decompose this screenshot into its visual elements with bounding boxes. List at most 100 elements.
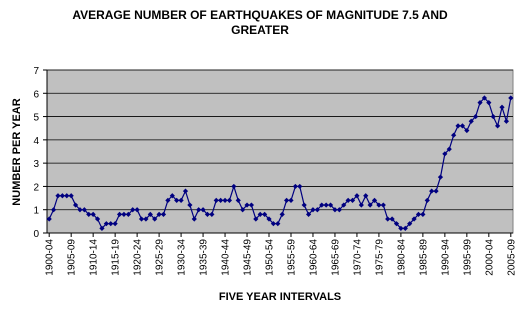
data-marker	[455, 123, 461, 129]
data-marker	[86, 211, 92, 217]
data-marker	[398, 225, 404, 231]
data-marker	[415, 211, 422, 217]
data-marker	[81, 207, 87, 213]
data-marker	[270, 221, 277, 227]
data-marker	[376, 202, 382, 208]
data-marker	[508, 95, 514, 101]
data-marker	[310, 207, 316, 213]
data-marker	[143, 216, 149, 222]
x-tick-label: 1915-19	[111, 239, 122, 276]
data-marker	[411, 216, 417, 222]
data-marker	[213, 197, 219, 203]
data-marker	[358, 202, 364, 208]
y-tick-label: 6	[33, 89, 39, 100]
data-marker	[125, 211, 131, 217]
y-axis-title: NUMBER PER YEAR	[11, 98, 23, 205]
data-marker	[191, 216, 197, 222]
x-axis-title: FIVE YEAR INTERVALS	[219, 291, 341, 303]
x-tick-label: 1945-49	[243, 239, 254, 276]
data-marker	[50, 207, 57, 213]
data-marker	[288, 197, 294, 203]
data-marker	[182, 188, 189, 194]
data-marker	[244, 202, 250, 208]
x-tick-label: 1970-74	[352, 239, 363, 276]
data-marker	[305, 211, 312, 217]
data-marker	[68, 193, 74, 199]
data-marker	[266, 216, 272, 222]
x-tick-label: 1910-14	[89, 239, 100, 276]
x-tick-label: 1900-04	[45, 239, 56, 276]
x-tick-label: 1980-84	[396, 239, 407, 276]
data-marker	[459, 123, 466, 129]
data-marker	[108, 221, 114, 227]
data-marker	[345, 197, 351, 203]
data-marker	[468, 118, 474, 124]
data-marker	[499, 104, 505, 110]
data-marker	[446, 146, 452, 152]
data-marker	[283, 197, 290, 203]
data-marker	[442, 151, 448, 157]
data-marker	[424, 197, 430, 203]
data-marker	[209, 211, 215, 217]
data-marker	[138, 216, 145, 222]
data-marker	[367, 202, 373, 208]
data-marker	[218, 197, 224, 203]
data-marker	[77, 207, 83, 213]
data-marker	[94, 216, 101, 222]
data-marker	[407, 221, 413, 227]
x-tick-label: 1975-79	[374, 239, 385, 276]
data-marker	[248, 202, 255, 208]
x-tick-label: 1955-59	[286, 239, 297, 276]
y-tick-label: 4	[33, 136, 39, 147]
x-tick-label: 1940-44	[221, 239, 232, 276]
data-marker	[393, 221, 400, 227]
chart-title: AVERAGE NUMBER OF EARTHQUAKES OF MAGNITU…	[72, 8, 448, 37]
x-tick-label: 2000-04	[484, 239, 495, 276]
data-marker	[72, 202, 79, 208]
data-marker	[371, 197, 378, 203]
y-tick-label: 5	[33, 113, 39, 124]
data-marker	[222, 197, 228, 203]
data-marker	[349, 197, 356, 203]
data-marker	[196, 207, 202, 213]
y-tick-label: 1	[33, 206, 39, 217]
data-marker	[55, 193, 61, 199]
x-tick-label: 2005-09	[506, 239, 517, 276]
data-marker	[235, 197, 241, 203]
data-marker	[152, 216, 158, 222]
data-marker	[169, 193, 175, 199]
data-marker	[103, 221, 109, 227]
data-marker	[385, 216, 391, 222]
data-marker	[503, 118, 510, 124]
data-marker	[156, 211, 162, 217]
x-tick-label: 1995-99	[462, 239, 473, 276]
data-marker	[99, 225, 105, 231]
data-marker	[130, 207, 136, 213]
data-marker	[134, 207, 140, 213]
data-marker	[165, 197, 171, 203]
data-marker	[231, 183, 237, 190]
data-marker	[363, 193, 369, 199]
y-tick-label: 7	[33, 66, 39, 77]
data-marker	[279, 211, 285, 217]
x-tick-label: 1925-29	[155, 239, 166, 276]
x-tick-label: 1930-34	[177, 239, 188, 276]
data-marker	[204, 211, 211, 217]
data-marker	[332, 207, 338, 213]
data-marker	[429, 188, 435, 194]
data-marker	[301, 202, 307, 208]
x-tick-label: 1960-64	[308, 239, 319, 276]
data-marker	[275, 221, 281, 227]
data-marker	[64, 193, 70, 199]
data-marker	[451, 132, 457, 138]
data-marker	[160, 211, 167, 217]
data-marker	[262, 211, 268, 217]
data-marker	[481, 95, 488, 101]
data-marker	[147, 211, 153, 217]
x-tick-label: 1920-24	[133, 239, 144, 276]
data-marker	[116, 211, 123, 217]
data-marker	[464, 127, 470, 134]
y-tick-label: 2	[33, 182, 39, 193]
